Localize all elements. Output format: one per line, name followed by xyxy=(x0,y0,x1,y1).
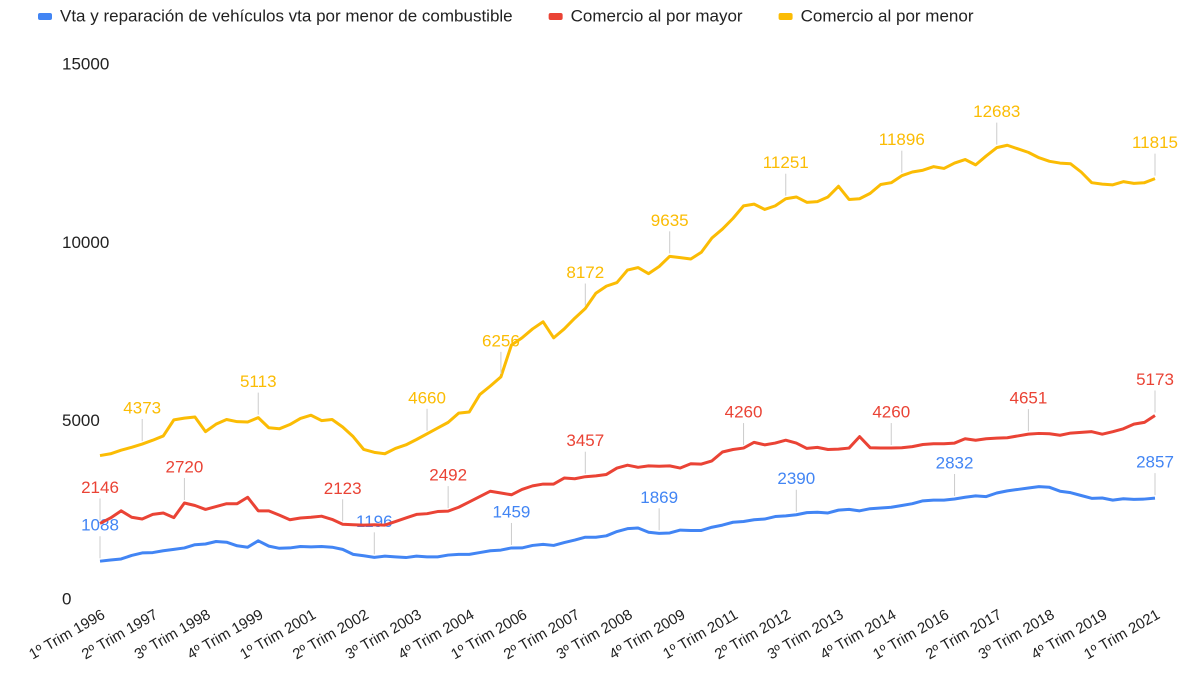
data-label: 11251 xyxy=(763,153,809,172)
data-label: 2832 xyxy=(936,453,974,472)
data-label: 1459 xyxy=(493,502,531,521)
data-label: 11815 xyxy=(1132,133,1178,152)
series-line xyxy=(99,485,1156,563)
data-label: 2720 xyxy=(165,457,203,476)
data-label: 1088 xyxy=(81,516,119,535)
legend-label: Vta y reparación de vehículos vta por me… xyxy=(60,6,513,25)
series-line xyxy=(99,414,1156,527)
data-label: 4260 xyxy=(725,403,763,422)
data-label: 2857 xyxy=(1136,453,1174,472)
y-tick-label: 5000 xyxy=(62,411,100,430)
data-label: 1869 xyxy=(640,488,678,507)
legend-label: Comercio al por mayor xyxy=(571,6,743,25)
data-label: 5173 xyxy=(1136,370,1174,389)
data-label: 4660 xyxy=(408,388,446,407)
data-label: 3457 xyxy=(566,431,604,450)
data-label: 8172 xyxy=(566,263,604,282)
y-tick-label: 10000 xyxy=(62,233,109,252)
legend-label: Comercio al por menor xyxy=(801,6,974,25)
legend-swatch xyxy=(778,13,793,20)
series-line xyxy=(99,143,1156,458)
data-label: 2146 xyxy=(81,478,119,497)
data-label: 9635 xyxy=(651,211,689,230)
legend-swatch xyxy=(38,13,52,20)
data-label: 4373 xyxy=(123,399,161,418)
data-label: 12683 xyxy=(973,102,1020,121)
data-label: 6256 xyxy=(482,331,520,350)
data-label: 2492 xyxy=(429,466,467,485)
data-label: 2390 xyxy=(777,469,815,488)
data-label: 1196 xyxy=(356,512,393,531)
legend-swatch xyxy=(548,13,563,20)
y-tick-label: 0 xyxy=(62,589,71,608)
data-label: 4651 xyxy=(1009,389,1047,408)
data-label: 11896 xyxy=(879,130,925,149)
data-label: 2123 xyxy=(324,479,362,498)
data-label: 4260 xyxy=(872,403,910,422)
data-label: 5113 xyxy=(240,372,277,391)
y-tick-label: 15000 xyxy=(62,54,109,73)
